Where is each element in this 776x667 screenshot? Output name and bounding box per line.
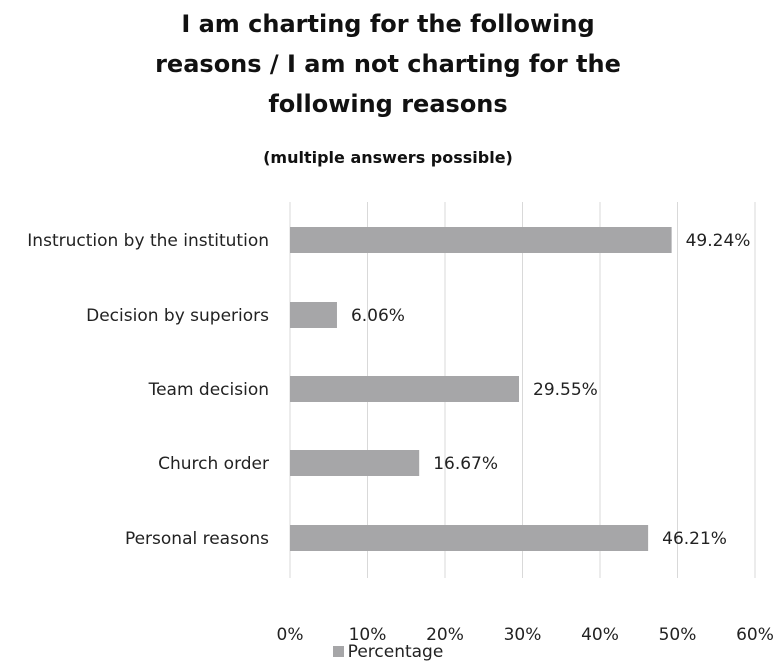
data-label: 16.67%: [433, 454, 498, 474]
chart-subtitle: (multiple answers possible): [263, 148, 513, 167]
bar: [290, 302, 337, 328]
bar: [290, 525, 649, 551]
chart-title-line-1: I am charting for the following: [181, 10, 595, 38]
x-tick-label: 30%: [504, 625, 542, 645]
chart-title-line-2: reasons / I am not charting for the: [155, 50, 621, 78]
category-label: Decision by superiors: [86, 306, 269, 326]
x-tick-label: 0%: [277, 625, 304, 645]
chart-title: I am charting for the following reasons …: [0, 4, 776, 124]
legend-label: Percentage: [347, 642, 444, 662]
data-label: 49.24%: [686, 231, 751, 251]
category-label: Church order: [158, 454, 269, 474]
x-tick-label: 20%: [426, 625, 464, 645]
bar: [290, 450, 420, 476]
category-label: Personal reasons: [125, 529, 269, 549]
x-tick-label: 40%: [581, 625, 619, 645]
data-label: 6.06%: [351, 306, 405, 326]
bar: [290, 376, 520, 402]
labels: 0% 10% 20% 30% 40% 50% 60% Instruction by the i…: [27, 231, 774, 645]
legend-swatch: [332, 646, 344, 657]
data-label: 46.21%: [662, 529, 727, 549]
x-tick-label: 60%: [736, 625, 774, 645]
category-label: Team decision: [148, 380, 269, 400]
data-label: 29.55%: [533, 380, 598, 400]
chart-title-line-3: following reasons: [268, 90, 508, 118]
x-tick-label: 10%: [349, 625, 387, 645]
bars: [290, 227, 672, 551]
legend: Percentage: [0, 642, 776, 662]
bar: [290, 227, 672, 253]
x-tick-label: 50%: [659, 625, 697, 645]
category-label: Instruction by the institution: [27, 231, 269, 251]
